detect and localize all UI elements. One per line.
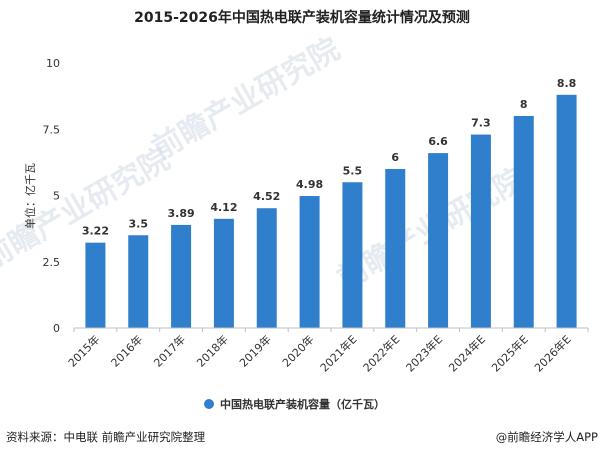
bar[interactable]	[299, 196, 320, 328]
bar[interactable]	[256, 208, 277, 328]
x-tick-label: 2026年E	[531, 332, 573, 374]
data-label: 7.3	[471, 117, 491, 130]
bar[interactable]	[470, 134, 491, 328]
y-axis-label: 单位：亿千瓦	[23, 163, 37, 229]
y-axis: 0 2.5 5 7.5 10	[43, 57, 61, 335]
bar[interactable]	[428, 153, 449, 328]
bar[interactable]	[513, 116, 534, 328]
data-label: 8.8	[557, 77, 577, 90]
bar[interactable]	[213, 218, 234, 328]
data-label: 6	[391, 151, 399, 164]
x-tick-label: 2024年E	[446, 332, 488, 374]
x-tick-label: 2017年	[151, 332, 188, 369]
x-tick-label: 2015年	[65, 332, 102, 369]
data-label: 4.12	[210, 201, 237, 214]
legend-label: 中国热电联产装机容量（亿千瓦）	[220, 397, 385, 411]
legend-marker	[204, 399, 214, 409]
source-note: 资料来源：中电联 前瞻产业研究院整理	[6, 430, 206, 444]
x-tick-label: 2019年	[236, 332, 273, 369]
bar[interactable]	[128, 235, 149, 328]
bar[interactable]	[85, 242, 106, 328]
y-tick-label: 10	[46, 57, 60, 70]
x-tick-label: 2023年E	[403, 332, 445, 374]
y-tick-label: 0	[53, 322, 60, 335]
data-label: 3.22	[82, 225, 109, 238]
watermark-text: 前瞻产业研究院	[147, 32, 346, 167]
bar[interactable]	[342, 182, 363, 328]
data-label: 3.89	[168, 207, 195, 220]
chart-title: 2015-2026年中国热电联产装机容量统计情况及预测	[134, 9, 470, 26]
data-label: 3.5	[129, 217, 149, 230]
x-tick-label: 2022年E	[360, 332, 402, 374]
bars	[85, 94, 577, 328]
bar[interactable]	[171, 224, 192, 328]
brand-label: @前瞻经济学人APP	[496, 430, 598, 444]
y-tick-label: 7.5	[43, 123, 61, 136]
y-tick-label: 2.5	[43, 256, 61, 269]
data-label: 8	[520, 98, 528, 111]
legend[interactable]: 中国热电联产装机容量（亿千瓦）	[204, 397, 385, 411]
data-label: 5.5	[343, 164, 363, 177]
data-label: 6.6	[428, 135, 448, 148]
data-label: 4.98	[296, 178, 323, 191]
data-labels: 3.22 3.5 3.89 4.12 4.52 4.98 5.5 6 6.6 7.3 8 8.8	[82, 77, 576, 238]
y-tick-label: 5	[53, 190, 60, 203]
data-label: 4.52	[253, 190, 280, 203]
x-tick-label: 2025年E	[488, 332, 530, 374]
bar[interactable]	[385, 169, 406, 328]
x-axis: 2015年 2016年 2017年 2018年 2019年 2020年 2021年E 2022…	[65, 328, 589, 375]
bar[interactable]	[556, 94, 577, 328]
x-tick-label: 2021年E	[317, 332, 359, 374]
x-tick-label: 2020年	[279, 332, 316, 369]
x-tick-label: 2018年	[194, 332, 231, 369]
x-tick-label: 2016年	[108, 332, 145, 369]
